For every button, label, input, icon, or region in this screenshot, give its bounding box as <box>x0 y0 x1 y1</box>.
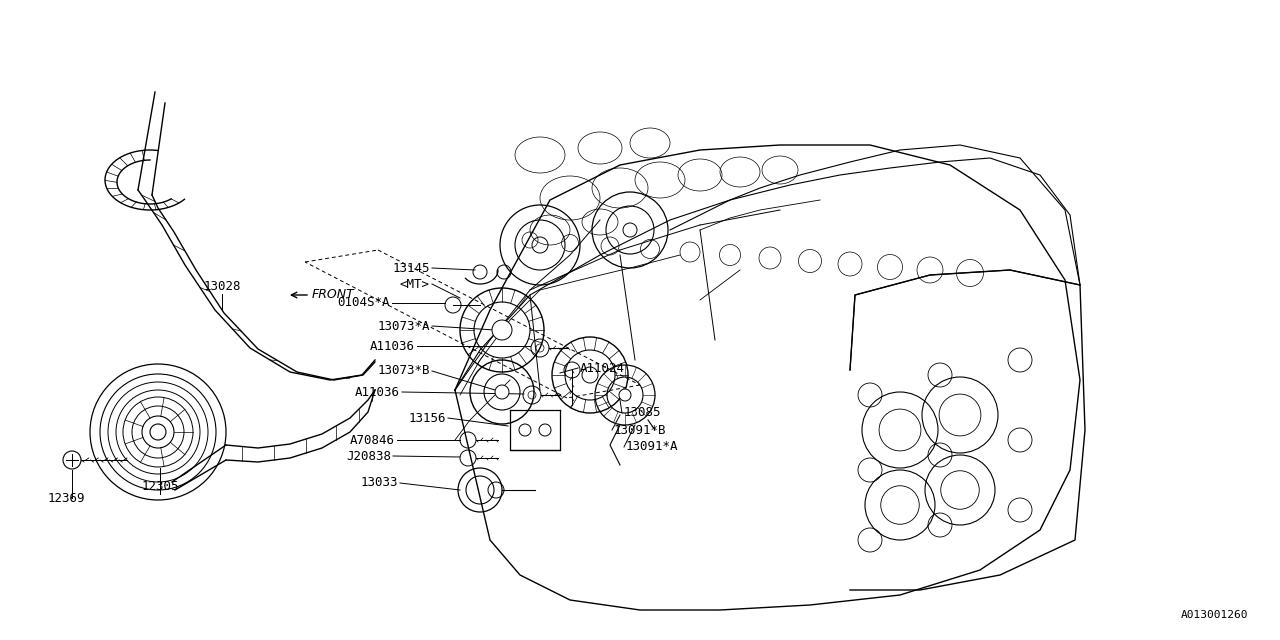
Text: A11036: A11036 <box>355 385 399 399</box>
Text: FRONT: FRONT <box>312 289 355 301</box>
Text: 12369: 12369 <box>47 492 84 504</box>
Text: A11036: A11036 <box>370 339 415 353</box>
Text: 13073*A: 13073*A <box>378 319 430 333</box>
Text: 13028: 13028 <box>204 280 241 292</box>
Circle shape <box>492 320 512 340</box>
Text: 12305: 12305 <box>141 479 179 493</box>
Text: 13091*A: 13091*A <box>626 440 678 454</box>
Circle shape <box>495 385 509 399</box>
Circle shape <box>150 424 166 440</box>
Text: A013001260: A013001260 <box>1180 610 1248 620</box>
Text: 13145: 13145 <box>393 262 430 275</box>
Text: 13156: 13156 <box>408 412 445 424</box>
Circle shape <box>620 389 631 401</box>
Circle shape <box>582 367 598 383</box>
Text: 13033: 13033 <box>361 477 398 490</box>
Text: 13073*B: 13073*B <box>378 365 430 378</box>
Text: 0104S*A: 0104S*A <box>338 296 390 310</box>
Text: J20838: J20838 <box>346 449 390 463</box>
Text: 13091*B: 13091*B <box>614 424 667 436</box>
Text: 13085: 13085 <box>625 406 662 419</box>
Text: <MT>: <MT> <box>399 278 430 291</box>
Text: A70846: A70846 <box>349 433 396 447</box>
Text: A11024: A11024 <box>580 362 625 374</box>
